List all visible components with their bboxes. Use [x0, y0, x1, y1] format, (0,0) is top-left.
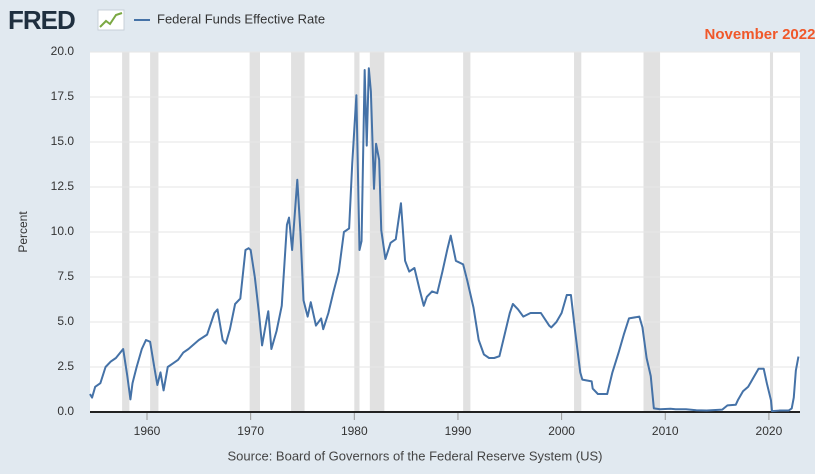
series-line — [89, 67, 800, 413]
logo: FRED — [8, 5, 75, 35]
y-tick-label: 5.0 — [57, 314, 74, 328]
y-tick-label: 7.5 — [57, 269, 74, 283]
x-tick-label: 1960 — [134, 424, 161, 438]
y-tick-label: 20.0 — [51, 44, 75, 58]
x-tick-label: 2010 — [652, 424, 679, 438]
logo-icon — [97, 9, 125, 31]
x-tick-label: 2020 — [756, 424, 783, 438]
date-annotation: November 2022 — [705, 26, 815, 43]
y-tick-label: 12.5 — [51, 179, 75, 193]
x-tick-label: 2000 — [548, 424, 575, 438]
y-tick-label: 2.5 — [57, 359, 74, 373]
y-tick-label: 17.5 — [51, 89, 75, 103]
y-tick-label: 15.0 — [51, 134, 75, 148]
y-tick-label: 0.0 — [57, 404, 74, 418]
x-tick-label: 1990 — [445, 424, 472, 438]
legend-label: Federal Funds Effective Rate — [157, 11, 325, 26]
x-tick-label: 1980 — [341, 424, 368, 438]
y-tick-label: 10.0 — [51, 224, 75, 238]
x-tick-label: 1970 — [237, 424, 264, 438]
source: Source: Board of Governors of the Federa… — [228, 448, 603, 463]
y-axis-label: Percent — [16, 211, 30, 253]
